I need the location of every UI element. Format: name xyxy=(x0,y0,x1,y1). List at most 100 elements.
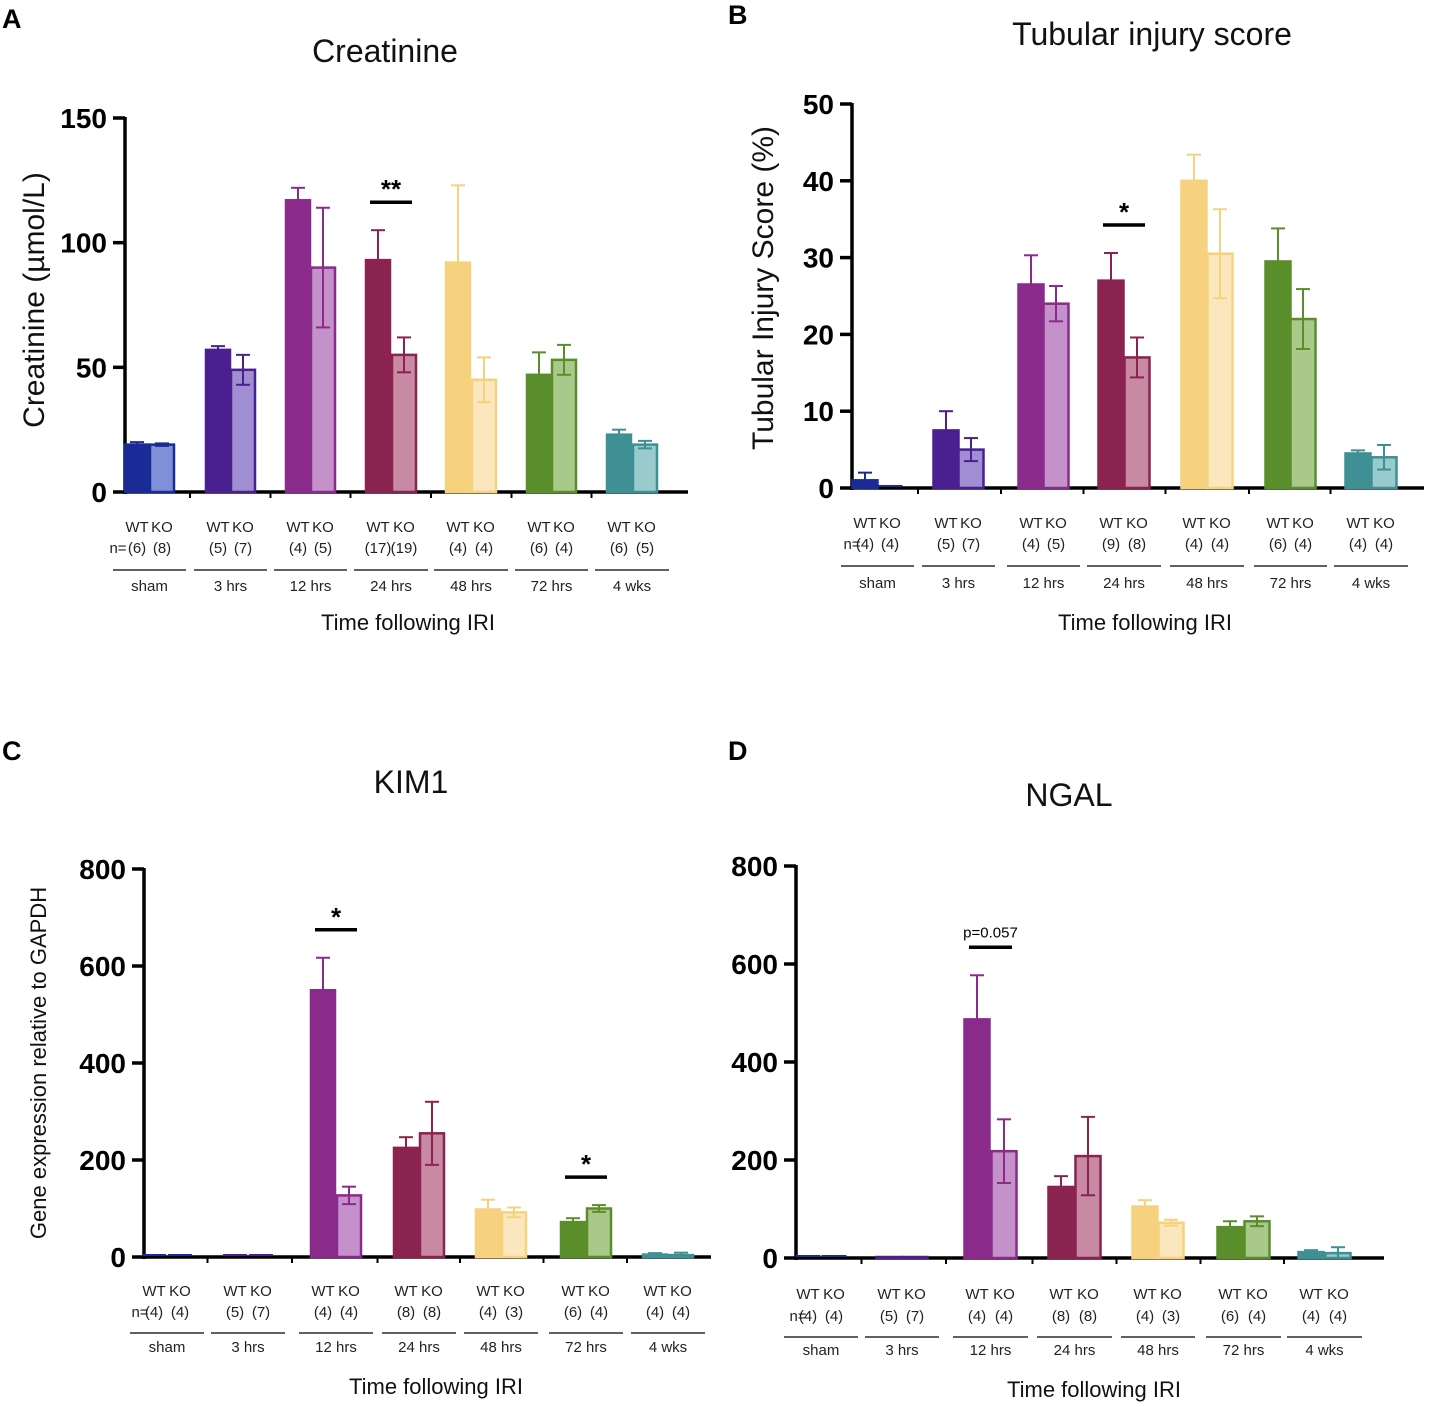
group-time-label: sham xyxy=(859,575,896,592)
genotype-label-ko: KO xyxy=(473,519,495,536)
bar-group-48-hrs: WT (4) KO (4) 48 hrs xyxy=(434,184,508,595)
sample-size-ko: (7) xyxy=(906,1308,924,1325)
y-tick-label: 0 xyxy=(110,1242,126,1273)
bar-ko xyxy=(148,443,176,494)
sample-size-wt: (9) xyxy=(1102,536,1120,553)
genotype-label-wt: WT xyxy=(142,1283,165,1300)
bar-wt xyxy=(605,433,633,494)
group-time-label: 72 hrs xyxy=(1270,575,1312,592)
genotype-label-ko: KO xyxy=(151,519,173,536)
genotype-label-ko: KO xyxy=(993,1286,1015,1303)
genotype-label-wt: WT xyxy=(286,519,309,536)
y-tick-label: 100 xyxy=(60,228,107,259)
sample-size-ko: (8) xyxy=(423,1304,441,1321)
genotype-label-wt: WT xyxy=(311,1283,334,1300)
group-time-label: 24 hrs xyxy=(1054,1342,1096,1359)
genotype-label-wt: WT xyxy=(1133,1286,1156,1303)
sample-size-wt: (5) xyxy=(209,540,227,557)
bar-group-3-hrs: WT (5) KO (7) 3 hrs xyxy=(211,1254,285,1356)
genotype-label-ko: KO xyxy=(503,1283,525,1300)
sample-size-wt: (4) xyxy=(1302,1308,1320,1325)
bar-group-24-hrs: WT (8) KO (8) 24 hrs xyxy=(382,1100,456,1356)
bar-ko xyxy=(1123,356,1151,490)
bar-ko xyxy=(1074,1154,1102,1260)
significance-label: * xyxy=(1119,197,1130,227)
bar-ko xyxy=(229,368,257,494)
sample-size-ko: (8) xyxy=(1128,536,1146,553)
n-prefix: n= xyxy=(843,536,860,553)
y-tick-label: 800 xyxy=(79,854,126,885)
genotype-label-wt: WT xyxy=(527,519,550,536)
bar-ko xyxy=(390,353,418,494)
group-time-label: 12 hrs xyxy=(1023,575,1065,592)
sample-size-wt: (4) xyxy=(1136,1308,1154,1325)
chart-title: Tubular injury score xyxy=(1012,16,1292,52)
group-time-label: 12 hrs xyxy=(315,1339,357,1356)
sample-size-wt: (8) xyxy=(1052,1308,1070,1325)
significance-label: p=0.057 xyxy=(963,924,1018,941)
sample-size-ko: (4) xyxy=(881,536,899,553)
sample-size-wt: (6) xyxy=(1269,536,1287,553)
sample-size-ko: (7) xyxy=(252,1304,270,1321)
genotype-label-wt: WT xyxy=(934,515,957,532)
genotype-label-wt: WT xyxy=(643,1283,666,1300)
genotype-label-wt: WT xyxy=(125,519,148,536)
sample-size-wt: (4) xyxy=(646,1304,664,1321)
genotype-label-wt: WT xyxy=(1218,1286,1241,1303)
genotype-label-wt: WT xyxy=(1299,1286,1322,1303)
bar-wt xyxy=(364,258,392,494)
chart-title: NGAL xyxy=(1025,777,1112,813)
group-time-label: 48 hrs xyxy=(1186,575,1228,592)
group-time-label: sham xyxy=(149,1339,186,1356)
group-time-label: 3 hrs xyxy=(231,1339,264,1356)
bar-group-12-hrs: WT (4) KO (4) 12 hrs p=0.057 xyxy=(953,924,1028,1359)
sample-size-wt: (5) xyxy=(880,1308,898,1325)
bar-wt xyxy=(1264,260,1292,490)
y-tick-label: 400 xyxy=(731,1047,778,1078)
sample-size-wt: (8) xyxy=(397,1304,415,1321)
sample-size-wt: (6) xyxy=(564,1304,582,1321)
group-time-label: 48 hrs xyxy=(450,578,492,595)
genotype-label-ko: KO xyxy=(1246,1286,1268,1303)
group-time-label: 24 hrs xyxy=(398,1339,440,1356)
y-tick-label: 800 xyxy=(731,851,778,882)
genotype-label-wt: WT xyxy=(206,519,229,536)
bar-group-sham: WT (4) KO (4) sham xyxy=(130,1254,204,1356)
genotype-label-ko: KO xyxy=(1045,515,1067,532)
genotype-label-wt: WT xyxy=(223,1283,246,1300)
bar-group-sham: WT (4) KO (4) sham xyxy=(841,471,914,592)
sample-size-ko: (4) xyxy=(1375,536,1393,553)
sample-size-ko: (3) xyxy=(1162,1308,1180,1325)
sample-size-wt: (5) xyxy=(937,536,955,553)
bar-group-48-hrs: WT (4) KO (4) 48 hrs xyxy=(1170,153,1244,592)
group-time-label: 3 hrs xyxy=(214,578,247,595)
bar-wt xyxy=(309,989,337,1259)
genotype-label-wt: WT xyxy=(446,519,469,536)
genotype-label-ko: KO xyxy=(232,519,254,536)
genotype-label-ko: KO xyxy=(879,515,901,532)
sample-size-ko: (4) xyxy=(825,1308,843,1325)
sample-size-ko: (4) xyxy=(590,1304,608,1321)
genotype-label-wt: WT xyxy=(366,519,389,536)
genotype-label-wt: WT xyxy=(394,1283,417,1300)
bar-group-12-hrs: WT (4) KO (4) 12 hrs * xyxy=(299,902,373,1356)
x-axis-label: Time following IRI xyxy=(1007,1377,1181,1402)
sample-size-wt: (4) xyxy=(1022,536,1040,553)
sample-size-ko: (4) xyxy=(1211,536,1229,553)
bar-ko xyxy=(585,1207,613,1259)
bar-group-48-hrs: WT (4) KO (3) 48 hrs xyxy=(464,1198,538,1356)
sample-size-wt: (4) xyxy=(479,1304,497,1321)
sample-size-wt: (4) xyxy=(314,1304,332,1321)
panel-c: C KIM1 Gene expression relative to GAPDH 0 2… xyxy=(2,736,711,1399)
sample-size-wt: (4) xyxy=(449,540,467,557)
genotype-label-ko: KO xyxy=(1209,515,1231,532)
bar-group-3-hrs: WT (5) KO (7) 3 hrs xyxy=(922,410,995,592)
chart-title: Creatinine xyxy=(312,33,458,69)
genotype-label-ko: KO xyxy=(1327,1286,1349,1303)
sample-size-ko: (5) xyxy=(314,540,332,557)
bar-wt xyxy=(1131,1205,1159,1260)
genotype-label-ko: KO xyxy=(553,519,575,536)
bar-wt xyxy=(444,261,472,494)
bar-group-48-hrs: WT (4) KO (3) 48 hrs xyxy=(1121,1199,1195,1359)
sample-size-ko: (7) xyxy=(962,536,980,553)
